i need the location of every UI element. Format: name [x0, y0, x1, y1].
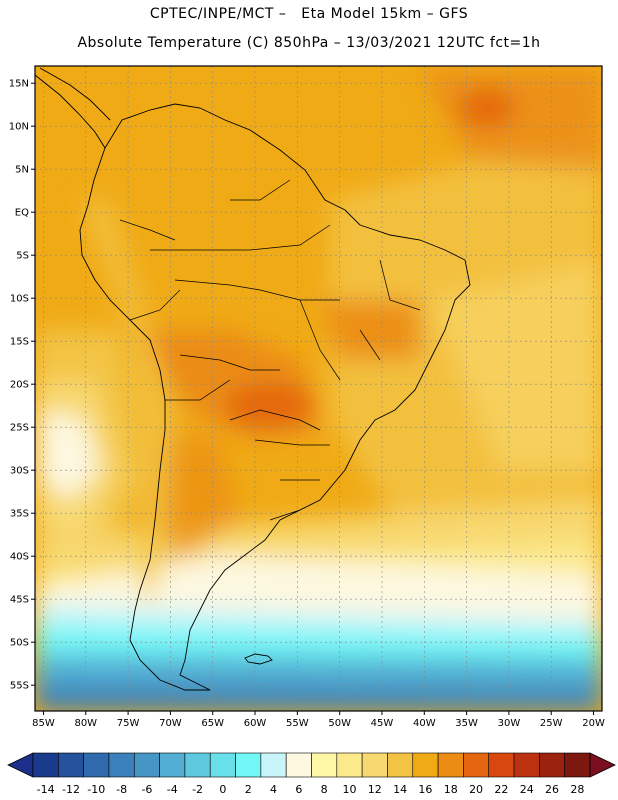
colorbar-swatch	[539, 752, 565, 778]
lat-tick-label: 5S	[16, 251, 29, 262]
lat-tick-label: 50S	[10, 638, 29, 649]
colorbar-swatch	[285, 752, 312, 778]
lon-tick-label: 75W	[117, 718, 140, 729]
temperature-field	[35, 66, 602, 711]
lat-tick-label: 15N	[9, 79, 29, 90]
colorbar-swatch	[58, 752, 84, 778]
falklands	[244, 653, 273, 665]
coastlines-and-borders	[35, 67, 471, 691]
colorbar-swatch	[412, 752, 439, 778]
colorbar-swatch	[108, 752, 135, 778]
lat-tick-label: 40S	[10, 552, 29, 563]
colorbar-swatch	[32, 752, 59, 778]
lat-tick-label: 10N	[9, 122, 29, 133]
colorbar-swatch	[260, 752, 287, 778]
chart-title-line-2: Absolute Temperature (C) 850hPa – 13/03/…	[77, 35, 541, 51]
colorbar-label: 18	[444, 783, 458, 796]
colorbar-label: 20	[469, 783, 483, 796]
lat-tick-label: 10S	[10, 294, 29, 305]
colorbar-under-arrow	[7, 752, 34, 778]
colorbar-label: -8	[116, 783, 127, 796]
colorbar-swatch	[311, 752, 338, 778]
lon-tick-label: 20W	[582, 718, 605, 729]
colorbar-label: 4	[270, 783, 277, 796]
chart-title-line-1: CPTEC/INPE/MCT – Eta Model 15km – GFS	[149, 6, 469, 22]
colorbar-label: 6	[295, 783, 302, 796]
colorbar-over-arrow	[589, 752, 616, 778]
lon-tick-label: 60W	[244, 718, 267, 729]
lat-tick-label: 55S	[10, 681, 29, 692]
colorbar-swatch	[361, 752, 388, 778]
colorbar-swatch	[209, 752, 236, 778]
colorbar-swatch	[159, 752, 186, 778]
lon-tick-label: 55W	[286, 718, 309, 729]
lat-tick-label: 15S	[10, 337, 29, 348]
colorbar-label: 26	[545, 783, 559, 796]
lon-tick-label: 65W	[201, 718, 224, 729]
colorbar-label: 12	[368, 783, 382, 796]
lat-tick-label: 25S	[10, 423, 29, 434]
colorbar-label: -14	[37, 783, 55, 796]
colorbar-label: -6	[141, 783, 152, 796]
colorbar-label: 2	[245, 783, 252, 796]
longitude-ticks: 85W 80W 75W 70W 65W 60W 55W 50W 45W 40W 35W 30W 25W 2…	[32, 711, 605, 729]
lon-tick-label: 25W	[540, 718, 563, 729]
colorbar-swatch	[184, 752, 211, 778]
central-america-coast	[35, 74, 106, 149]
colorbar-swatch	[488, 752, 515, 778]
colorbar-label: 22	[494, 783, 508, 796]
lon-tick-label: 80W	[74, 718, 97, 729]
lon-tick-label: 40W	[413, 718, 436, 729]
lat-tick-label: EQ	[15, 208, 29, 219]
colorbar-swatch	[564, 752, 591, 778]
colorbar-swatch	[437, 752, 464, 778]
lat-tick-label: 30S	[10, 466, 29, 477]
colorbar-swatch	[387, 752, 414, 778]
lon-tick-label: 70W	[159, 718, 182, 729]
lon-tick-label: 50W	[328, 718, 351, 729]
colorbar-label: -10	[87, 783, 105, 796]
colorbar-swatch	[513, 752, 540, 778]
colorbar-label: 28	[570, 783, 584, 796]
lon-tick-label: 30W	[498, 718, 521, 729]
lon-tick-label: 35W	[455, 718, 478, 729]
colorbar-label: 10	[342, 783, 356, 796]
colorbar-label: -4	[167, 783, 178, 796]
lat-tick-label: 20S	[10, 380, 29, 391]
colorbar-label: 8	[321, 783, 328, 796]
colorbar-label: 0	[219, 783, 226, 796]
lat-tick-label: 45S	[10, 595, 29, 606]
colorbar-label: 14	[393, 783, 407, 796]
map-frame	[34, 65, 603, 712]
colorbar-swatch	[336, 752, 363, 778]
colorbar-swatch	[235, 752, 262, 778]
colorbar-label: 16	[418, 783, 432, 796]
colorbar-swatch	[133, 752, 160, 778]
colorbar-swatch	[83, 752, 110, 778]
latitude-ticks: 15N 10N 5N EQ 5S 10S 15S 20S 25S 30S 35S 40S 45S 50S 5…	[9, 79, 35, 692]
country-borders	[119, 179, 421, 521]
central-america-coast-north	[39, 67, 111, 121]
colorbar-label: 24	[520, 783, 534, 796]
colorbar-label: -12	[62, 783, 80, 796]
colorbar: -14 -12 -10 -8 -6 -4 -2 0 2 4 6 8 10 12 14 16 18 20 22 24 26…	[7, 752, 616, 796]
lon-tick-label: 45W	[371, 718, 394, 729]
south-america-coastline	[79, 103, 471, 691]
colorbar-swatch	[463, 752, 490, 778]
lat-tick-label: 5N	[15, 165, 29, 176]
lat-tick-label: 35S	[10, 509, 29, 520]
colorbar-label: -2	[192, 783, 203, 796]
lon-tick-label: 85W	[32, 718, 55, 729]
